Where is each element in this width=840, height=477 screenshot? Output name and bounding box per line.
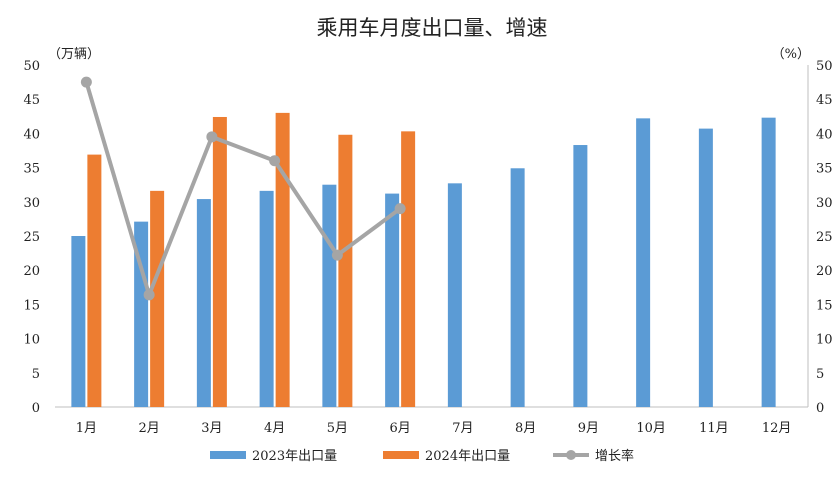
legend-swatch: [383, 451, 419, 459]
legend-swatch: [210, 451, 246, 459]
category-label: 3月: [201, 421, 222, 436]
category-label: 1月: [76, 421, 97, 436]
chart-title: 乘用车月度出口量、增速: [317, 16, 548, 40]
legend-marker: [566, 450, 576, 460]
axes: 0 0 5 5 10 10 15 15 20 20 25 25 30 30 35 35 40 40 45 45 50 50: [23, 59, 832, 416]
left-tick-label: 30: [23, 196, 40, 211]
category-label: 9月: [578, 421, 599, 436]
bar-2024年出口量-6月: [401, 131, 416, 407]
left-tick-label: 10: [23, 333, 40, 348]
bar-2023年出口量-5月: [322, 184, 337, 407]
right-tick-label: 35: [816, 162, 833, 177]
legend-label: 2023年出口量: [252, 449, 337, 464]
right-tick-label: 50: [816, 59, 833, 74]
category-label: 10月: [636, 421, 666, 436]
bar-2023年出口量-4月: [259, 190, 274, 407]
category-labels: 1月 2月 3月 4月 5月 6月 7月 8月 9月 10月 11月 12月: [76, 421, 792, 436]
growth-point: [269, 155, 281, 167]
left-axis-unit: （万辆）: [48, 47, 100, 62]
bar-2023年出口量-1月: [71, 236, 86, 407]
growth-point: [331, 249, 343, 261]
growth-line: [80, 76, 406, 301]
right-axis-unit: （%）: [772, 47, 810, 62]
right-tick-label: 45: [816, 93, 833, 108]
right-tick-label: 40: [816, 127, 833, 142]
left-tick-label: 20: [23, 264, 40, 279]
legend-label: 2024年出口量: [425, 449, 510, 464]
bar-2024年出口量-1月: [87, 154, 102, 407]
bar-2024年出口量-4月: [275, 112, 290, 407]
left-tick-label: 0: [32, 401, 40, 416]
category-label: 7月: [452, 421, 473, 436]
category-label: 5月: [327, 421, 348, 436]
bar-2024年出口量-2月: [150, 190, 165, 407]
legend: 2023年出口量 2024年出口量 增长率: [210, 448, 634, 464]
bar-2023年出口量-2月: [134, 221, 149, 407]
right-tick-label: 30: [816, 196, 833, 211]
bar-2023年出口量-8月: [510, 168, 525, 407]
right-tick-label: 20: [816, 264, 833, 279]
right-tick-label: 10: [816, 333, 833, 348]
legend-label: 增长率: [595, 448, 634, 464]
growth-point: [80, 76, 92, 88]
bars: [71, 112, 776, 408]
left-tick-label: 35: [23, 162, 40, 177]
right-tick-label: 15: [816, 298, 833, 313]
bar-2023年出口量-6月: [385, 193, 400, 407]
category-label: 2月: [138, 421, 159, 436]
category-label: 6月: [389, 421, 410, 436]
right-tick-label: 5: [816, 367, 824, 382]
category-label: 12月: [762, 421, 792, 436]
growth-point: [143, 289, 155, 301]
category-label: 4月: [264, 421, 285, 436]
bar-2024年出口量-5月: [338, 134, 353, 407]
category-label: 11月: [699, 421, 729, 436]
right-tick-label: 25: [816, 230, 833, 245]
bar-2023年出口量-9月: [573, 145, 588, 407]
left-tick-label: 25: [23, 230, 40, 245]
left-tick-label: 40: [23, 127, 40, 142]
left-tick-label: 5: [32, 367, 40, 382]
right-tick-label: 0: [816, 401, 824, 416]
bar-2023年出口量-10月: [636, 118, 651, 408]
bar-2024年出口量-3月: [212, 116, 227, 407]
bar-2023年出口量-3月: [196, 199, 211, 407]
growth-point: [206, 131, 218, 143]
left-tick-label: 15: [23, 298, 40, 313]
growth-point: [394, 203, 406, 215]
bar-2023年出口量-7月: [447, 183, 462, 407]
category-label: 8月: [515, 421, 536, 436]
left-tick-label: 45: [23, 93, 40, 108]
left-tick-label: 50: [23, 59, 40, 74]
bar-2023年出口量-11月: [698, 128, 713, 407]
growth-line-path: [84, 81, 402, 297]
bar-2023年出口量-12月: [761, 117, 776, 407]
